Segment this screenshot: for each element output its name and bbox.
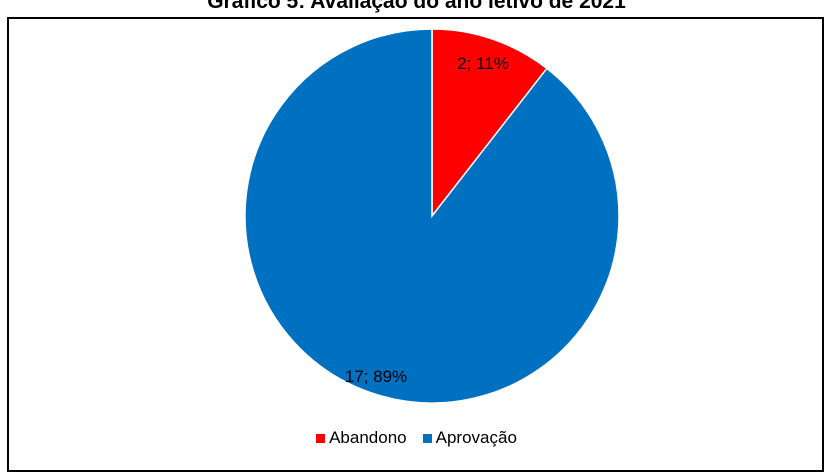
pie-data-labels: 2; 11% 17; 89% (345, 54, 509, 386)
legend-item-aprovacao: Aprovação (422, 428, 517, 448)
pie-slices (244, 28, 620, 404)
data-label-abandono: 2; 11% (457, 54, 509, 73)
legend-swatch-abandono (316, 433, 326, 443)
data-label-aprovacao: 17; 89% (345, 367, 407, 386)
legend-item-abandono: Abandono (316, 428, 407, 448)
pie-slice-abandono (431, 28, 548, 219)
chart-title: Gráfico 5: Avaliação do ano letivo de 20… (207, 0, 626, 13)
legend: Abandono Aprovação (0, 428, 833, 448)
legend-label-aprovacao: Aprovação (435, 428, 517, 447)
legend-label-abandono: Abandono (329, 428, 407, 447)
pie-slice-aprovacao (244, 28, 620, 404)
legend-swatch-aprovacao (422, 433, 432, 443)
